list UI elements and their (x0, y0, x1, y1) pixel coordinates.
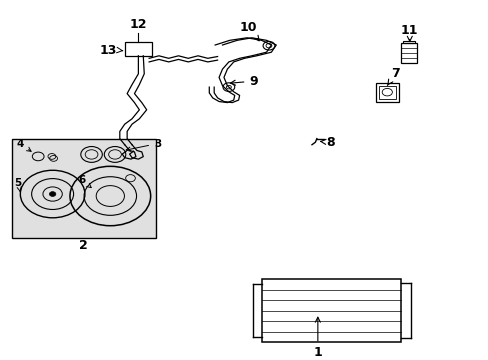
Bar (402, 41, 414, 43)
Bar (378, 86, 395, 99)
Text: 9: 9 (230, 75, 258, 87)
Bar (375, 83, 398, 102)
Text: 4: 4 (16, 139, 31, 151)
Text: 7: 7 (386, 67, 399, 85)
Text: 13: 13 (100, 44, 117, 57)
Text: 2: 2 (79, 239, 87, 252)
Text: 10: 10 (239, 21, 259, 41)
Bar (400, 43, 416, 63)
Bar (12, 139, 156, 238)
Bar (261, 279, 400, 342)
Circle shape (49, 192, 56, 197)
Text: 8: 8 (320, 136, 335, 149)
Bar (124, 42, 151, 56)
Text: 1: 1 (313, 317, 322, 359)
Text: 5: 5 (15, 178, 22, 191)
Text: 12: 12 (129, 18, 146, 31)
Text: 3: 3 (126, 139, 161, 151)
Text: 6: 6 (79, 175, 91, 188)
Text: 11: 11 (400, 24, 418, 41)
